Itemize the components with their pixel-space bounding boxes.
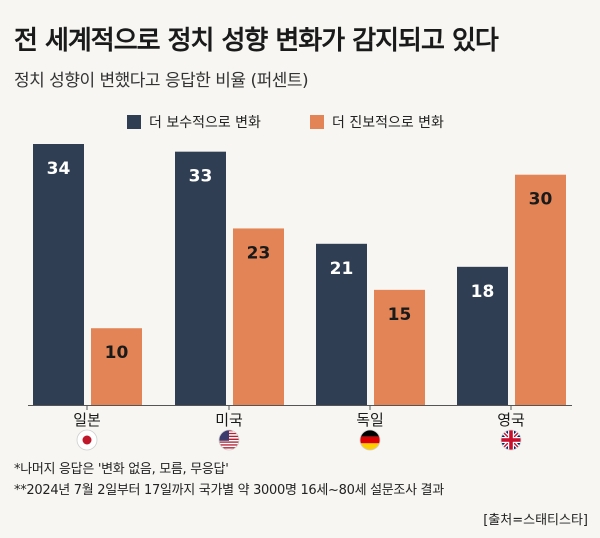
footnote-1: *나머지 응답은 '변화 없음, 모름, 무응답' bbox=[14, 462, 229, 477]
bar-conservative-1 bbox=[175, 151, 226, 405]
germany-flag-icon bbox=[359, 429, 381, 451]
bar-conservative-0 bbox=[33, 144, 84, 405]
footnote-2: **2024년 7월 2일부터 17일까지 국가별 약 3000명 16세~80… bbox=[14, 483, 444, 498]
bar-progressive-1 bbox=[233, 228, 284, 405]
legend-swatch-conservative bbox=[127, 115, 141, 129]
value-label: 30 bbox=[529, 190, 553, 210]
value-label: 10 bbox=[105, 343, 129, 363]
legend-swatch-progressive bbox=[310, 115, 324, 129]
chart-subtitle: 정치 성향이 변했다고 응답한 비율 (퍼센트) bbox=[14, 71, 309, 91]
category-label: 미국 bbox=[215, 411, 243, 429]
legend-label-progressive: 더 진보적으로 변화 bbox=[332, 115, 444, 131]
bar-progressive-0 bbox=[91, 328, 142, 405]
legend-item-conservative: 더 보수적으로 변화 bbox=[127, 112, 261, 132]
legend-label-conservative: 더 보수적으로 변화 bbox=[149, 115, 261, 131]
value-label: 23 bbox=[247, 243, 271, 263]
uk-flag-icon bbox=[500, 429, 522, 451]
value-label: 18 bbox=[471, 282, 495, 302]
value-label: 34 bbox=[47, 159, 71, 179]
japan-flag-icon bbox=[76, 429, 98, 451]
bar-progressive-3 bbox=[515, 174, 566, 405]
chart-title: 전 세계적으로 정치 성향 변화가 감지되고 있다 bbox=[14, 26, 499, 56]
legend-item-progressive: 더 진보적으로 변화 bbox=[310, 112, 444, 132]
category-label: 독일 bbox=[356, 411, 384, 429]
legend: 더 보수적으로 변화 더 진보적으로 변화 bbox=[0, 112, 600, 136]
bar-conservative-3 bbox=[457, 266, 508, 405]
bar-progressive-2 bbox=[374, 289, 425, 405]
usa-flag-icon bbox=[218, 429, 240, 451]
category-label: 영국 bbox=[497, 411, 525, 429]
value-label: 21 bbox=[330, 259, 354, 279]
category-label: 일본 bbox=[73, 411, 101, 429]
source-label: [출처=스태티스타] bbox=[483, 513, 588, 528]
value-label: 15 bbox=[388, 305, 412, 325]
bar-conservative-2 bbox=[316, 243, 367, 405]
value-label: 33 bbox=[189, 167, 213, 187]
